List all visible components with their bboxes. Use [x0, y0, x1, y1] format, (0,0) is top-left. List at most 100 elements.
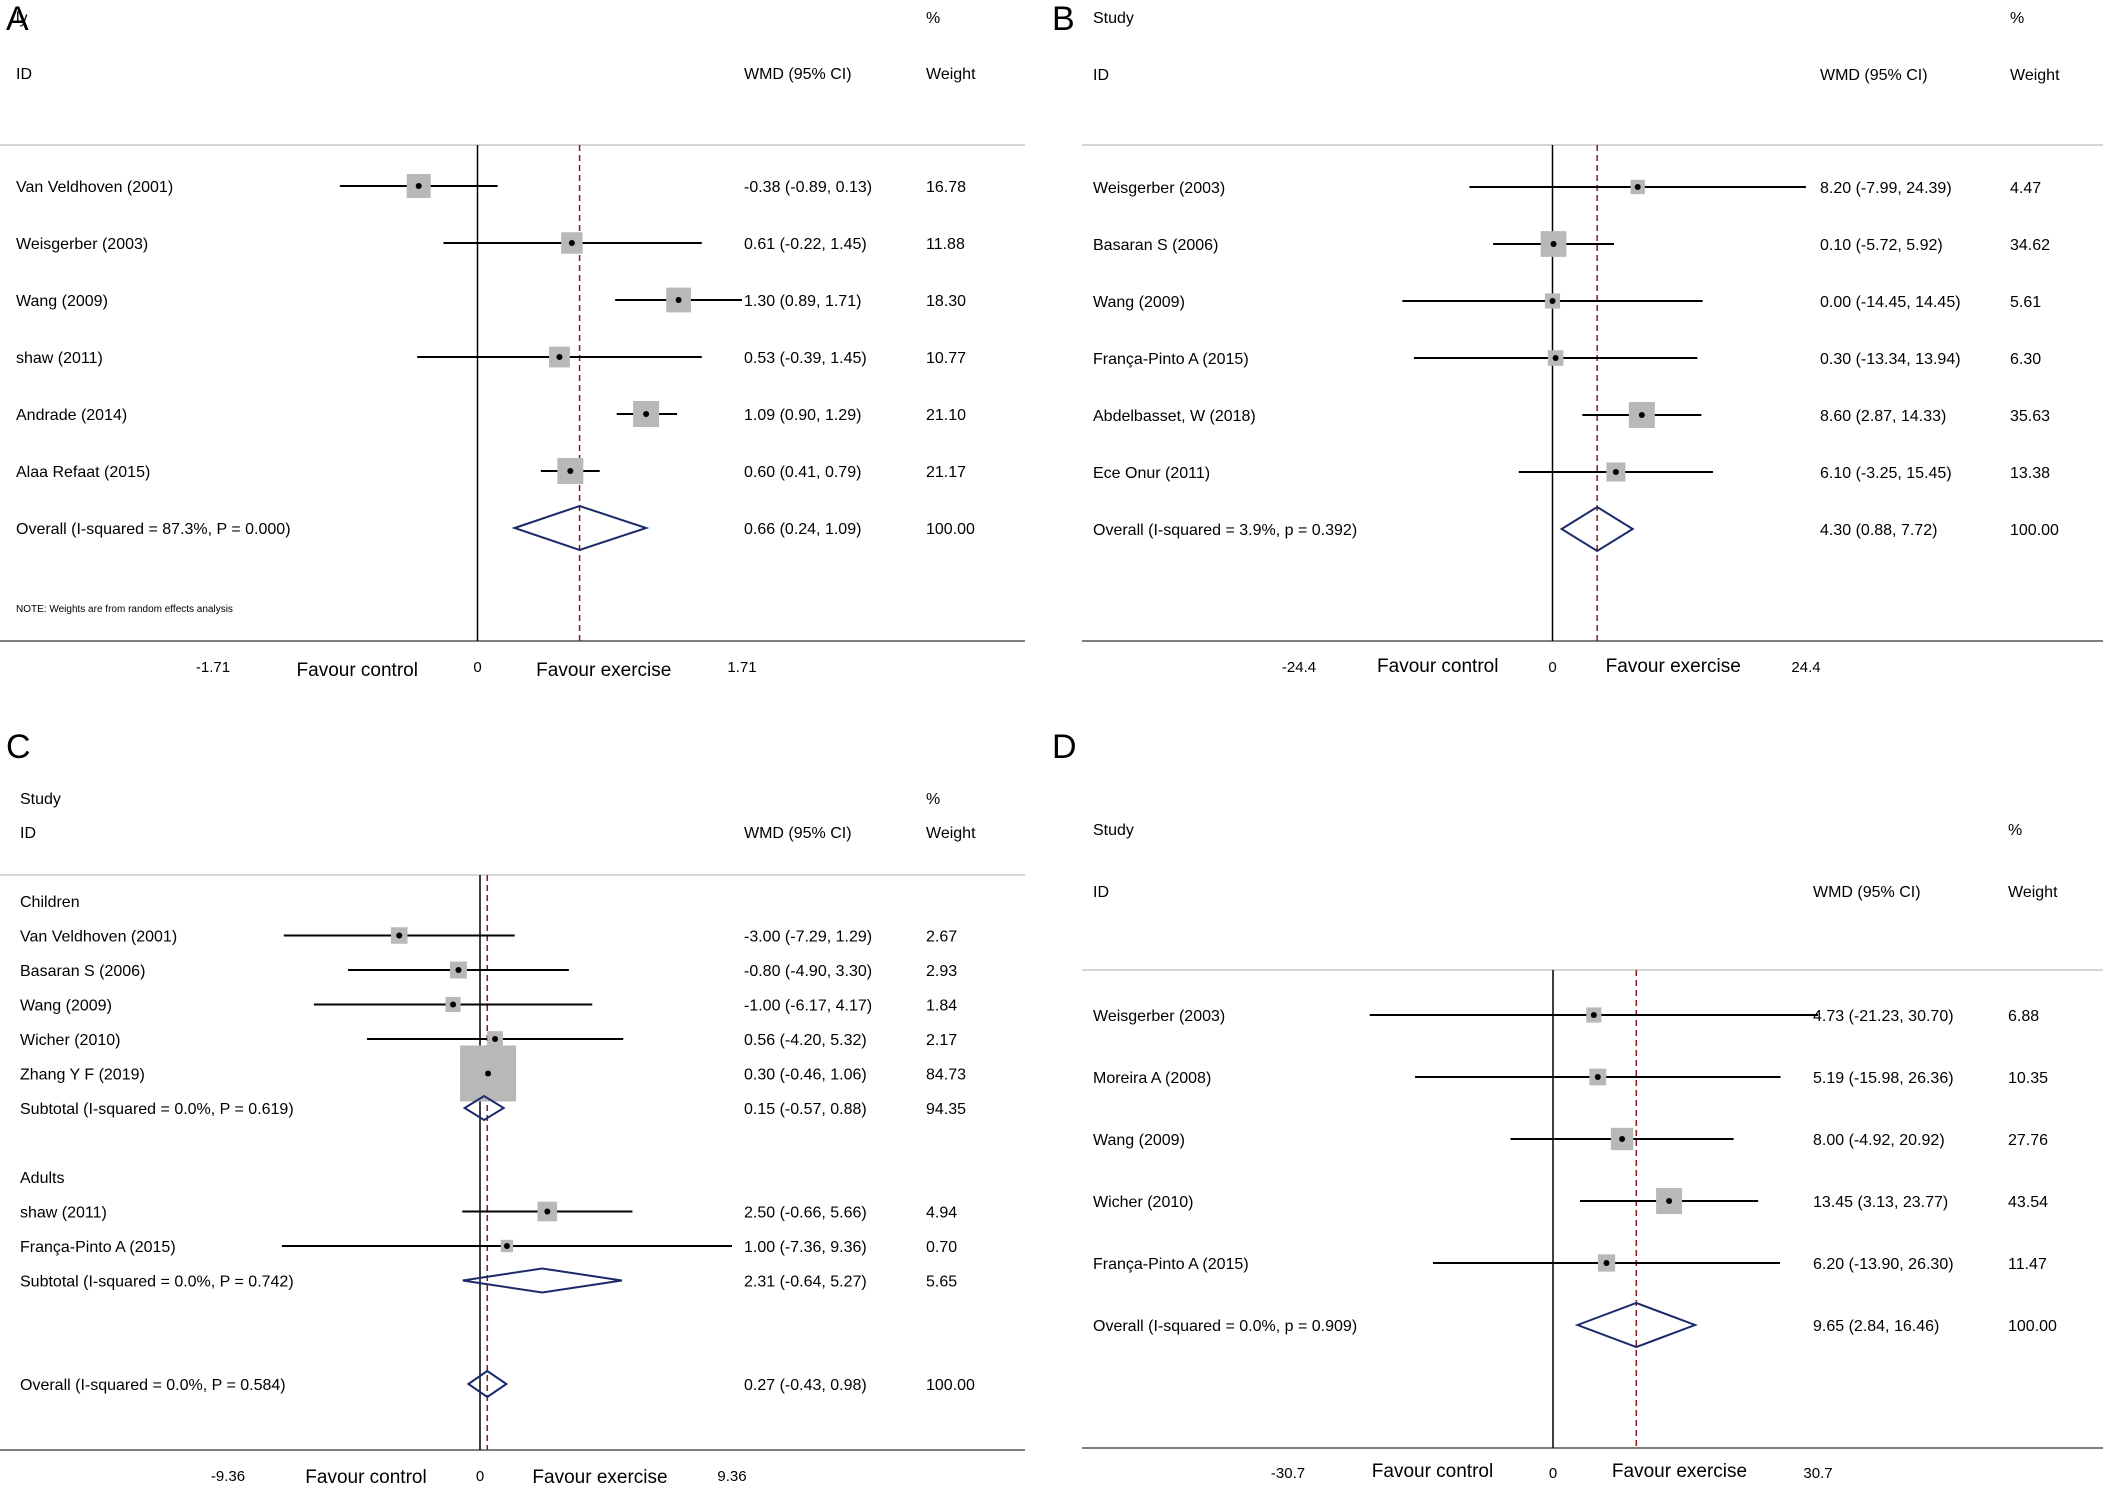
- study-weight: 6.88: [2008, 1008, 2039, 1025]
- study-weight: 2.93: [926, 963, 957, 980]
- point-estimate: [643, 411, 650, 417]
- study-label: Weisgerber (2003): [1093, 180, 1225, 197]
- study-weight: 16.78: [926, 179, 966, 196]
- tick-label: 30.7: [1803, 1465, 1832, 1482]
- overall-label: Overall (I-squared = 3.9%, p = 0.392): [1093, 522, 1357, 539]
- study-label: Weisgerber (2003): [16, 236, 148, 253]
- subtotal-weight: 5.65: [926, 1274, 957, 1291]
- header-weight: Weight: [2010, 67, 2060, 84]
- overall-diamond: [466, 1369, 509, 1399]
- header-study: Study: [1093, 10, 1134, 27]
- study-effect: 0.30 (-0.46, 1.06): [744, 1067, 867, 1084]
- header-effect: WMD (95% CI): [1813, 884, 1921, 901]
- study-effect: 8.20 (-7.99, 24.39): [1820, 180, 1952, 197]
- overall-weight: 100.00: [2010, 522, 2059, 539]
- header-percent: %: [2008, 822, 2022, 839]
- study-effect: 13.45 (3.13, 23.77): [1813, 1194, 1948, 1211]
- study-label: Wang (2009): [20, 998, 112, 1015]
- study-label: Basaran S (2006): [1093, 237, 1218, 254]
- study-label: Basaran S (2006): [20, 963, 145, 980]
- point-estimate: [1594, 1074, 1601, 1080]
- study-weight: 34.62: [2010, 237, 2050, 254]
- study-weight: 10.77: [926, 350, 966, 367]
- study-weight: 4.47: [2010, 180, 2041, 197]
- study-label: Wang (2009): [16, 293, 108, 310]
- study-weight: 6.30: [2010, 351, 2041, 368]
- study-weight: 27.76: [2008, 1132, 2048, 1149]
- favour-control-label: Favour control: [297, 660, 418, 681]
- study-label: Andrade (2014): [16, 407, 127, 424]
- group-label: Adults: [20, 1170, 64, 1187]
- point-estimate: [675, 297, 682, 303]
- study-weight: 43.54: [2008, 1194, 2048, 1211]
- study-label: shaw (2011): [16, 350, 103, 367]
- overall-diamond: [1559, 505, 1635, 553]
- overall-effect: 0.27 (-0.43, 0.98): [744, 1377, 867, 1394]
- study-effect: 0.30 (-13.34, 13.94): [1820, 351, 1961, 368]
- study-effect: 0.61 (-0.22, 1.45): [744, 236, 867, 253]
- point-estimate: [1549, 298, 1556, 304]
- header-weight: Weight: [926, 66, 976, 83]
- overall-weight: 100.00: [926, 1377, 975, 1394]
- study-label: Van Veldhoven (2001): [20, 929, 177, 946]
- header-study: ly: [16, 10, 28, 27]
- point-estimate: [1552, 355, 1559, 361]
- header-effect: WMD (95% CI): [744, 66, 852, 83]
- study-effect: 6.20 (-13.90, 26.30): [1813, 1256, 1954, 1273]
- study-effect: 5.19 (-15.98, 26.36): [1813, 1070, 1954, 1087]
- study-label: Ece Onur (2011): [1093, 465, 1210, 482]
- favour-exercise-label: Favour exercise: [1606, 656, 1741, 677]
- study-weight: 84.73: [926, 1067, 966, 1084]
- point-estimate: [455, 967, 462, 973]
- header-id: ID: [1093, 884, 1109, 901]
- header-id: ID: [1093, 67, 1109, 84]
- overall-label: Overall (I-squared = 87.3%, P = 0.000): [16, 521, 291, 538]
- study-label: Weisgerber (2003): [1093, 1008, 1225, 1025]
- study-weight: 35.63: [2010, 408, 2050, 425]
- header-study: Study: [20, 791, 61, 808]
- favour-exercise-label: Favour exercise: [1612, 1461, 1747, 1482]
- subtotal-diamond: [462, 1094, 506, 1122]
- overall-weight: 100.00: [926, 521, 975, 538]
- study-label: shaw (2011): [20, 1205, 107, 1222]
- header-weight: Weight: [926, 825, 976, 842]
- overall-weight: 100.00: [2008, 1318, 2057, 1335]
- tick-label: 0: [476, 1468, 484, 1485]
- study-effect: 4.73 (-21.23, 30.70): [1813, 1008, 1954, 1025]
- subtotal-effect: 2.31 (-0.64, 5.27): [744, 1274, 867, 1291]
- point-estimate: [492, 1036, 499, 1042]
- study-effect: 0.53 (-0.39, 1.45): [744, 350, 867, 367]
- point-estimate: [1666, 1198, 1673, 1204]
- study-weight: 5.61: [2010, 294, 2041, 311]
- point-estimate: [1550, 241, 1557, 247]
- point-estimate: [568, 240, 575, 246]
- point-estimate: [1638, 412, 1645, 418]
- group-label: Children: [20, 894, 80, 911]
- study-effect: 1.30 (0.89, 1.71): [744, 293, 861, 310]
- panel-letter: C: [6, 728, 31, 766]
- study-effect: 0.10 (-5.72, 5.92): [1820, 237, 1943, 254]
- point-estimate: [1634, 184, 1641, 190]
- study-weight: 1.84: [926, 998, 957, 1015]
- study-weight: 21.17: [926, 464, 966, 481]
- header-id: ID: [20, 825, 36, 842]
- overall-effect: 0.66 (0.24, 1.09): [744, 521, 861, 538]
- overall-diamond: [1574, 1301, 1698, 1349]
- point-estimate: [396, 932, 403, 939]
- panel-letter: D: [1052, 728, 1077, 766]
- study-effect: -3.00 (-7.29, 1.29): [744, 929, 872, 946]
- favour-control-label: Favour control: [1377, 656, 1498, 677]
- study-label: França-Pinto A (2015): [1093, 351, 1249, 368]
- tick-label: -1.71: [196, 659, 230, 676]
- footnote: NOTE: Weights are from random effects an…: [16, 604, 233, 615]
- point-estimate: [1603, 1260, 1610, 1266]
- study-label: Van Veldhoven (2001): [16, 179, 173, 196]
- subtotal-weight: 94.35: [926, 1101, 966, 1118]
- overall-label: Overall (I-squared = 0.0%, p = 0.909): [1093, 1318, 1357, 1335]
- tick-label: -24.4: [1282, 659, 1316, 676]
- header-percent: %: [926, 10, 940, 27]
- point-estimate: [1590, 1012, 1597, 1018]
- forest-panel-a: Aly ID WMD (95% CI)% Weight Van Veldhoven (2…: [0, 0, 1025, 681]
- study-label: Zhang Y F (2019): [20, 1067, 145, 1084]
